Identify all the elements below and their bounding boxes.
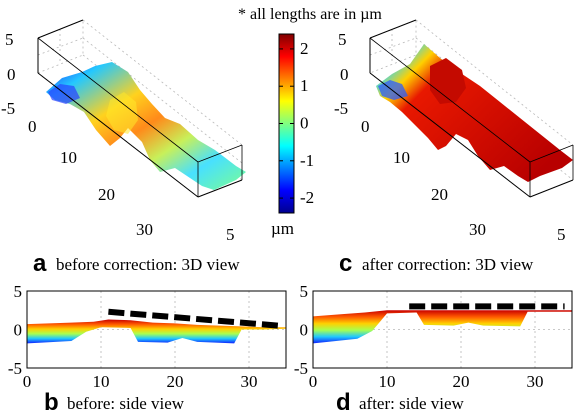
panel-d-ytick-1: 5 [300, 282, 309, 301]
colorbar-tick-label-3: 0 [300, 114, 309, 133]
panel-a-surface [46, 62, 246, 190]
panel-b-ytick-1: 5 [14, 282, 23, 301]
panel-c-caption: after correction: 3D view [362, 255, 534, 274]
colorbar: 2 1 0 -1 -2 µm [271, 33, 314, 238]
panel-b-xtick-1: 0 [23, 372, 32, 391]
panel-a-xtick-3: 20 [98, 185, 115, 204]
colorbar-tick-label-5: -2 [300, 188, 314, 207]
panel-a-3d: 5 0 -5 0 10 20 30 5 [1, 19, 246, 244]
panel-a-letter: a [33, 250, 47, 277]
panel-c-xtick-4: 30 [469, 220, 486, 239]
colorbar-tick-label-1: 2 [300, 39, 309, 58]
panel-a-xtick-1: 0 [28, 117, 37, 136]
panel-d-ytick-3: -5 [294, 359, 308, 378]
panel-b-ytick-3: -5 [8, 359, 22, 378]
panel-c-box [369, 19, 574, 198]
panel-d-xtick-2: 10 [379, 372, 396, 391]
panel-b-reference-line [108, 308, 279, 329]
panel-a-ztick-3: -5 [1, 99, 15, 118]
panel-c-surface [376, 44, 573, 182]
panel-a-xtick-2: 10 [60, 148, 77, 167]
panel-c-xtick-3: 20 [431, 185, 448, 204]
panel-b-xtick-4: 30 [241, 372, 258, 391]
panel-d-profile [313, 310, 572, 344]
colorbar-unit: µm [271, 219, 294, 238]
panel-a-ztick-1: 5 [5, 30, 14, 49]
panel-c-ztick-2: 0 [340, 65, 349, 84]
panel-a-ytick-1: 5 [226, 225, 235, 244]
panel-d-xtick-4: 30 [527, 372, 544, 391]
panel-c-letter: c [339, 250, 352, 277]
panel-d-caption: after: side view [359, 394, 465, 413]
colorbar-tick-label-4: -1 [300, 151, 314, 170]
panel-a-crater [106, 92, 138, 134]
panel-b-ytick-2: 0 [14, 321, 23, 340]
panel-c-ztick-3: -5 [334, 99, 348, 118]
panel-d-frame [312, 290, 573, 369]
panel-b-xtick-3: 20 [167, 372, 184, 391]
panel-c-xtick-2: 10 [393, 148, 410, 167]
panel-b-caption: before: side view [67, 394, 185, 413]
panel-d-ytick-2: 0 [300, 321, 309, 340]
panel-a-ztick-2: 0 [7, 65, 16, 84]
colorbar-tick-label-2: 1 [300, 76, 309, 95]
panel-b-profile [27, 319, 286, 344]
panel-a-caption: before correction: 3D view [56, 255, 240, 274]
panel-c-ztick-1: 5 [338, 30, 347, 49]
panel-c-3d: 5 0 -5 0 10 20 30 5 [334, 19, 574, 244]
panel-d-xtick-3: 20 [453, 372, 470, 391]
units-note: * all lengths are in µm [238, 6, 382, 23]
colorbar-ticks: 2 1 0 -1 -2 [279, 39, 314, 207]
panel-b-letter: b [44, 389, 59, 414]
panel-c-xtick-1: 0 [361, 117, 370, 136]
panel-c-cylinder-top [430, 58, 466, 104]
panel-a-box [37, 19, 243, 198]
panel-a-xtick-4: 30 [136, 220, 153, 239]
panel-c-ytick-1: 5 [557, 225, 566, 244]
panel-b-xtick-2: 10 [93, 372, 110, 391]
panel-b-frame [26, 290, 287, 369]
panel-d-xtick-1: 0 [309, 372, 318, 391]
panel-d-letter: d [336, 389, 351, 414]
